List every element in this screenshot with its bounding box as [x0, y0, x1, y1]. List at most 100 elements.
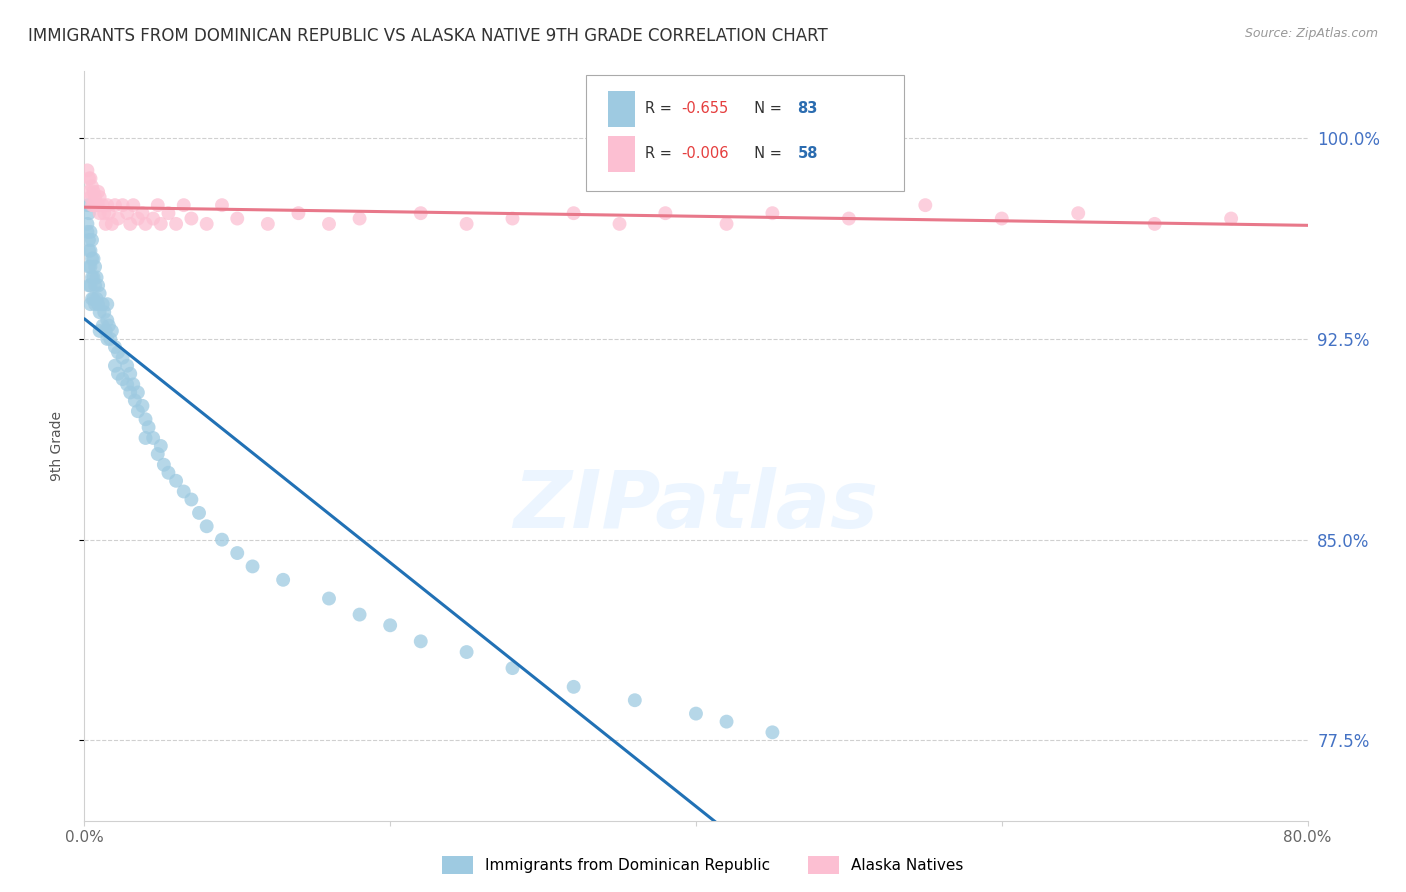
- Point: [86, 270, 108, 285]
- Point: [165, 217, 187, 231]
- Text: N =: N =: [745, 102, 786, 116]
- Text: 58: 58: [797, 146, 818, 161]
- Point: [79, 297, 101, 311]
- Point: [86, 292, 108, 306]
- Point: [165, 474, 187, 488]
- Point: [89, 305, 111, 319]
- Point: [79, 278, 101, 293]
- Point: [195, 519, 218, 533]
- Point: [287, 206, 309, 220]
- Point: [80, 179, 103, 194]
- Point: [98, 332, 121, 346]
- Point: [93, 206, 115, 220]
- Text: IMMIGRANTS FROM DOMINICAN REPUBLIC VS ALASKA NATIVE 9TH GRADE CORRELATION CHART: IMMIGRANTS FROM DOMINICAN REPUBLIC VS AL…: [28, 27, 828, 45]
- Point: [135, 431, 157, 445]
- Point: [131, 399, 153, 413]
- Point: [80, 292, 103, 306]
- Point: [83, 252, 105, 266]
- Point: [115, 206, 138, 220]
- Point: [89, 324, 111, 338]
- Point: [142, 211, 165, 226]
- Point: [111, 351, 134, 365]
- Point: [380, 618, 402, 632]
- Point: [79, 244, 101, 258]
- Point: [91, 297, 114, 311]
- Point: [124, 393, 146, 408]
- Point: [96, 198, 118, 212]
- Point: [914, 198, 936, 212]
- Point: [157, 206, 180, 220]
- Point: [80, 233, 103, 247]
- FancyBboxPatch shape: [607, 91, 636, 127]
- Point: [349, 607, 371, 622]
- Point: [127, 385, 149, 400]
- Point: [79, 190, 101, 204]
- Point: [97, 206, 120, 220]
- Point: [111, 198, 134, 212]
- Point: [84, 190, 107, 204]
- Point: [94, 217, 117, 231]
- Point: [716, 217, 738, 231]
- Text: R =: R =: [644, 146, 676, 161]
- Point: [991, 211, 1014, 226]
- Point: [562, 206, 585, 220]
- Point: [195, 217, 218, 231]
- Point: [180, 211, 202, 226]
- Text: N =: N =: [745, 146, 786, 161]
- FancyBboxPatch shape: [607, 136, 636, 172]
- Point: [131, 206, 153, 220]
- Point: [318, 591, 340, 606]
- Point: [409, 206, 432, 220]
- Point: [142, 431, 165, 445]
- Point: [761, 725, 783, 739]
- Point: [226, 546, 249, 560]
- Point: [77, 171, 100, 186]
- Point: [87, 185, 110, 199]
- Point: [96, 332, 118, 346]
- Point: [180, 492, 202, 507]
- Point: [96, 297, 118, 311]
- Point: [242, 559, 264, 574]
- Point: [77, 206, 100, 220]
- Point: [89, 286, 111, 301]
- Point: [76, 198, 98, 212]
- Point: [83, 198, 105, 212]
- Point: [84, 297, 107, 311]
- Point: [122, 198, 145, 212]
- Point: [101, 324, 124, 338]
- Point: [107, 367, 129, 381]
- Y-axis label: 9th Grade: 9th Grade: [49, 411, 63, 481]
- Point: [349, 211, 371, 226]
- Point: [685, 706, 707, 721]
- FancyBboxPatch shape: [586, 75, 904, 191]
- Point: [104, 340, 127, 354]
- Point: [97, 318, 120, 333]
- Point: [502, 211, 524, 226]
- Point: [76, 163, 98, 178]
- Point: [146, 447, 169, 461]
- Point: [609, 217, 631, 231]
- Point: [115, 359, 138, 373]
- Point: [93, 305, 115, 319]
- Point: [79, 171, 101, 186]
- Point: [120, 217, 142, 231]
- Point: [76, 225, 98, 239]
- Point: [115, 377, 138, 392]
- Point: [120, 385, 142, 400]
- Point: [77, 233, 100, 247]
- Point: [80, 270, 103, 285]
- Point: [157, 466, 180, 480]
- Point: [502, 661, 524, 675]
- Point: [77, 278, 100, 293]
- Legend: Immigrants from Dominican Republic, Alaska Natives: Immigrants from Dominican Republic, Alas…: [436, 850, 970, 880]
- Point: [104, 198, 127, 212]
- Point: [135, 412, 157, 426]
- Point: [138, 420, 160, 434]
- Point: [94, 324, 117, 338]
- Point: [838, 211, 860, 226]
- Point: [624, 693, 647, 707]
- Point: [96, 313, 118, 327]
- Point: [91, 318, 114, 333]
- Point: [716, 714, 738, 729]
- Text: ZIPatlas: ZIPatlas: [513, 467, 879, 545]
